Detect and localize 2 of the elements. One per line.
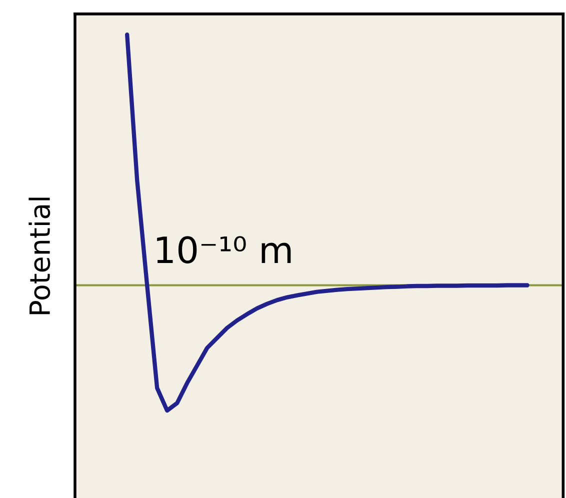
annotation: 10⁻¹⁰ m [157,236,291,264]
y-axis-title: Potential [28,198,50,314]
